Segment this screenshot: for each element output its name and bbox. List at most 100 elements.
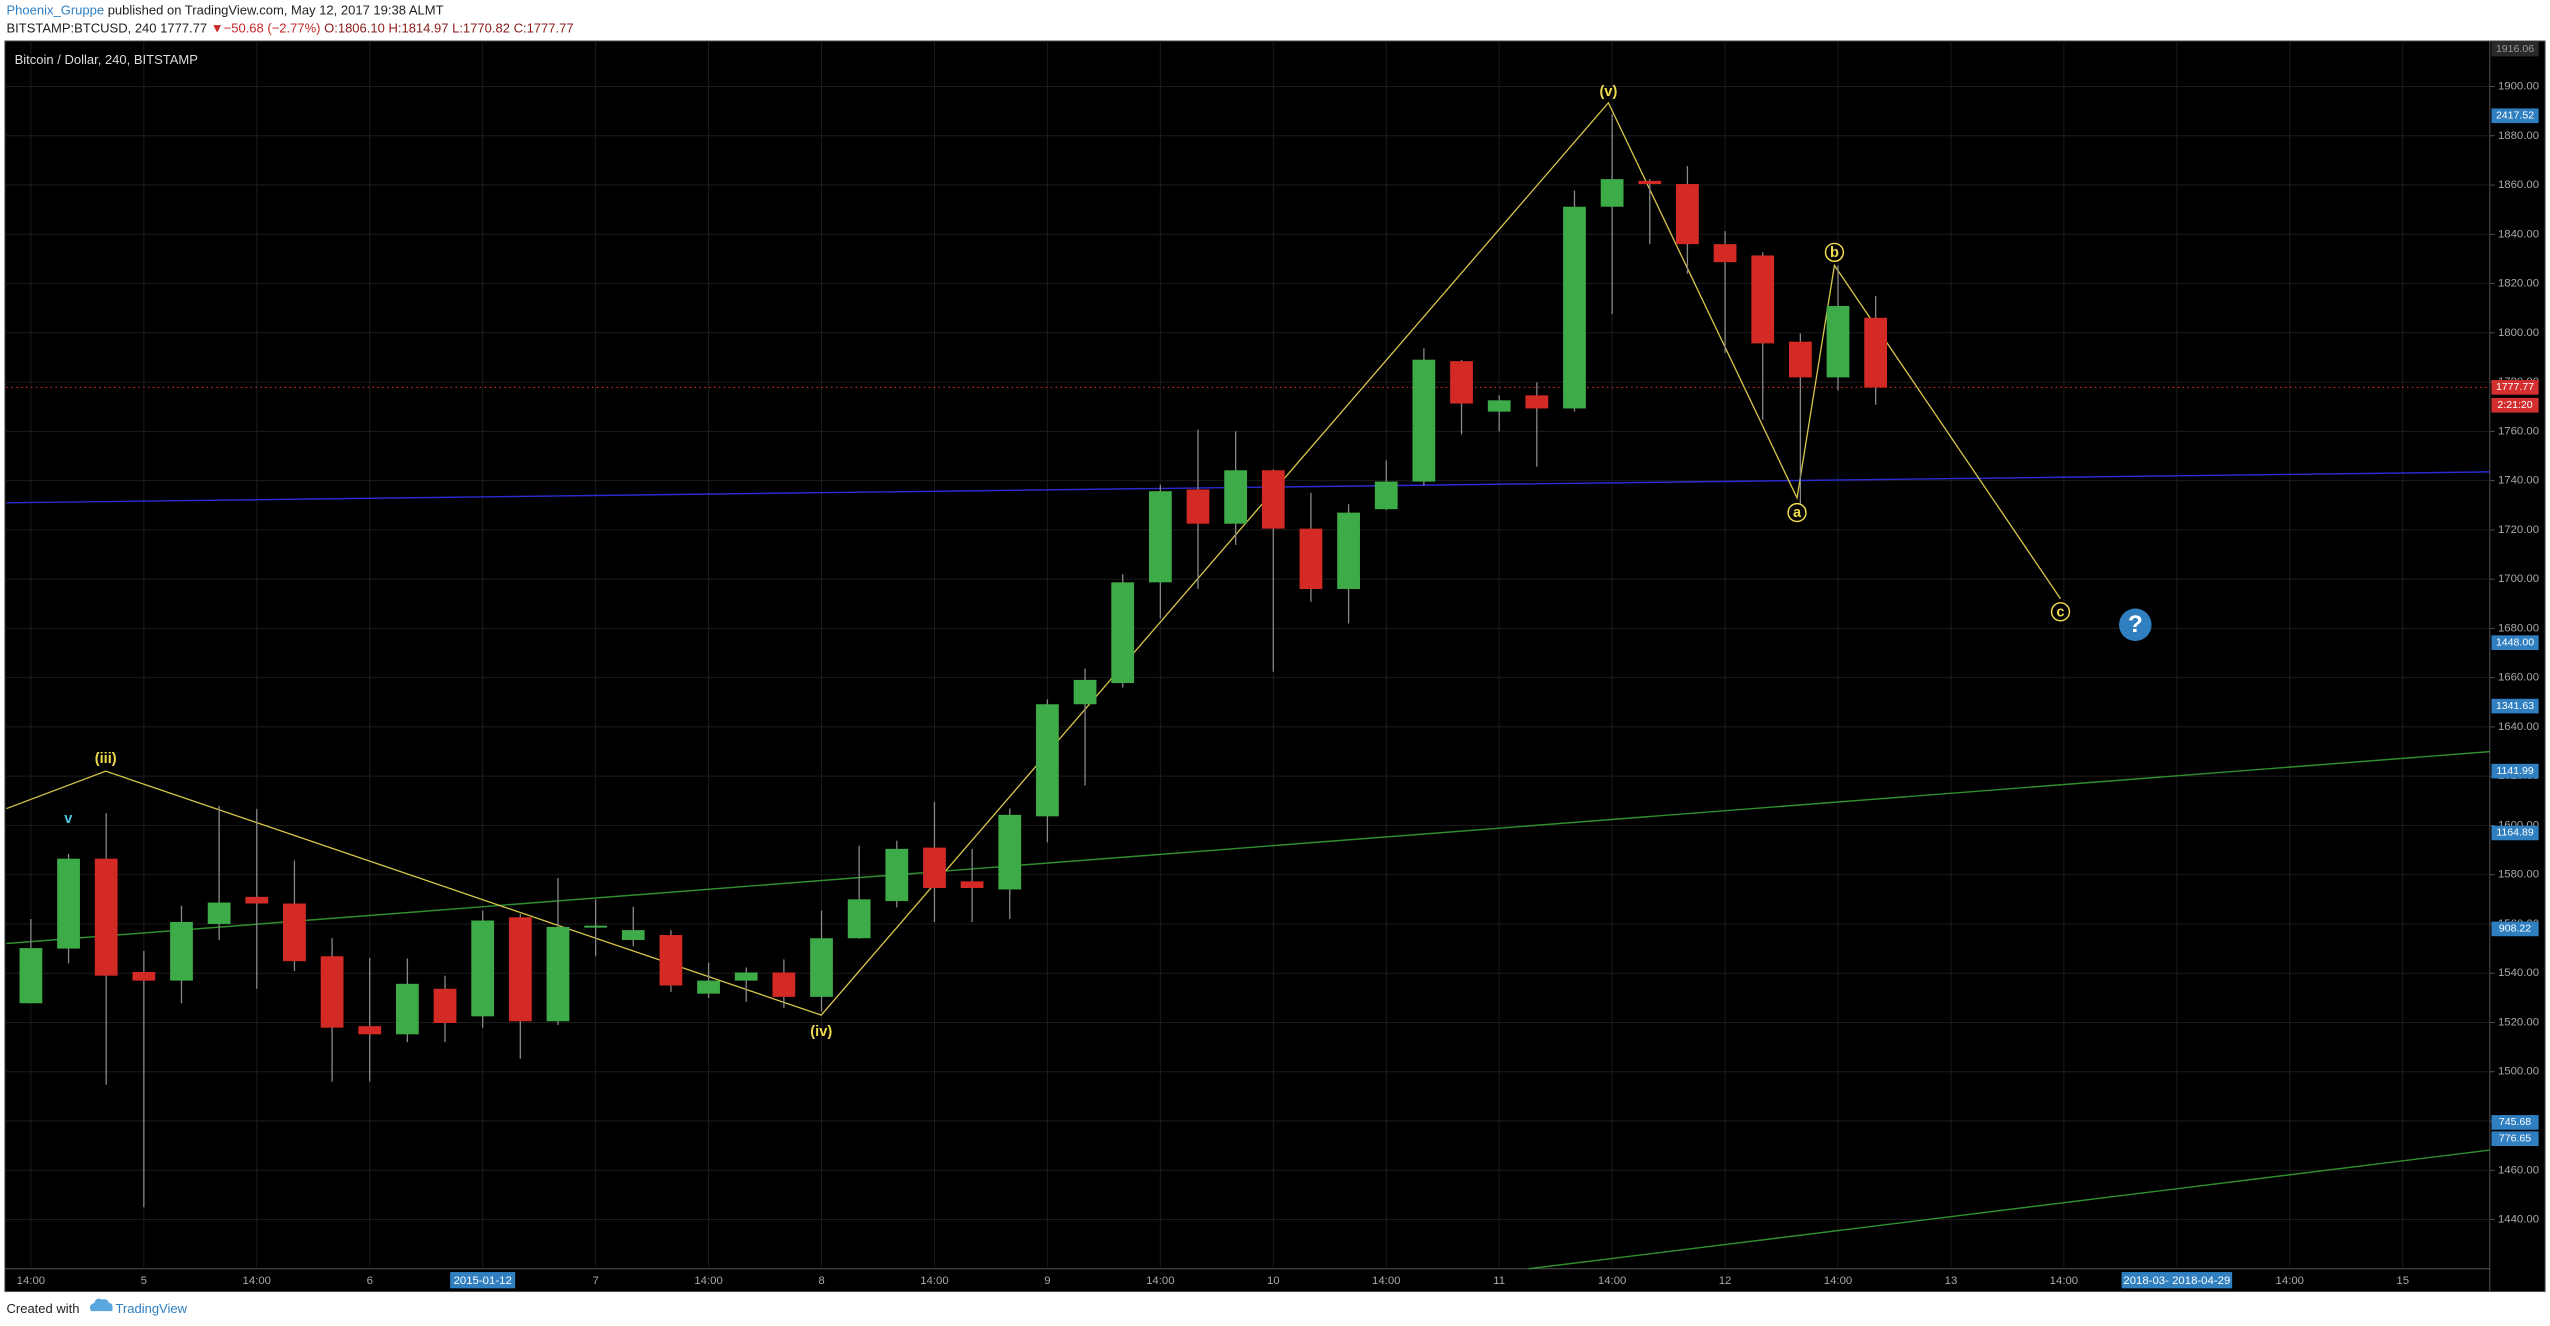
footer-created: Created with — [7, 1301, 80, 1316]
y-tick-label: 1880.00 — [2498, 130, 2539, 142]
x-tick-label: 9 — [1044, 1275, 1050, 1287]
x-tick-label: 14:00 — [920, 1275, 948, 1287]
candle-body — [772, 972, 796, 997]
price-badge — [2491, 635, 2539, 650]
candle-body — [697, 980, 720, 994]
price-badge-label: 1164.89 — [2496, 827, 2534, 839]
candle-body — [621, 930, 645, 940]
ohlc: H:1814.97 — [388, 21, 448, 36]
x-tick-highlight — [2121, 1272, 2233, 1289]
price-badge-label: 1916.06 — [2496, 43, 2534, 55]
candle-body — [1148, 491, 1172, 583]
candle-body — [1525, 395, 1549, 409]
candle-body — [847, 899, 871, 939]
price-badge — [2491, 825, 2539, 841]
y-tick-label: 1440.00 — [2498, 1214, 2539, 1226]
footer-brand[interactable]: TradingView — [115, 1301, 187, 1316]
symbol-line: BITSTAMP:BTCUSD, 240 1777.77 ▼−50.68 (−2… — [7, 21, 574, 36]
candle-body — [584, 925, 608, 928]
x-tick-label: 14:00 — [694, 1275, 722, 1287]
candle-body — [207, 902, 231, 924]
trend-line — [6, 471, 2490, 504]
wave-label: c — [2056, 604, 2064, 620]
change-arrow: ▼ — [211, 21, 224, 36]
x-tick-label: 14:00 — [1146, 1275, 1174, 1287]
x-tick-label: 14:00 — [2276, 1275, 2304, 1287]
price-badge-label: 1341.63 — [2496, 700, 2534, 712]
y-tick-label: 1660.00 — [2498, 672, 2539, 684]
ohlc: L:1770.82 — [452, 21, 510, 36]
x-tick-label: 7 — [592, 1275, 598, 1287]
x-tick-label: 11 — [1493, 1275, 1505, 1287]
price-badge-label: 745.68 — [2499, 1116, 2531, 1128]
candles — [19, 114, 1888, 1208]
price-badge-label: 908.22 — [2499, 923, 2531, 935]
price-badge — [2491, 397, 2539, 413]
candle-body — [960, 881, 984, 888]
x-tick-label: 6 — [367, 1275, 373, 1287]
tradingview-logo — [89, 1298, 113, 1312]
grid — [4, 40, 2490, 1269]
candle-body — [1676, 184, 1699, 245]
candle-body — [245, 896, 269, 904]
published: published on TradingView.com, May 12, 20… — [108, 3, 444, 18]
candle-body — [810, 938, 833, 997]
x-tick-highlight — [450, 1272, 516, 1289]
candle-body — [1299, 528, 1323, 589]
wave-circle — [1824, 242, 1845, 263]
price-badge-label: 776.65 — [2499, 1132, 2531, 1144]
candle-body — [94, 858, 118, 976]
x-tick-label: 12 — [1719, 1275, 1732, 1287]
wave-label: (iv) — [810, 1024, 832, 1040]
x-tick-label: 14:00 — [243, 1275, 271, 1287]
candle-body — [508, 917, 532, 1022]
x-tick-label: 10 — [1267, 1275, 1280, 1287]
candle-body — [734, 972, 758, 981]
candle-body — [659, 935, 683, 986]
candle-body — [1111, 582, 1135, 684]
y-tick-label: 1800.00 — [2498, 327, 2539, 339]
price-badge-label: 1141.99 — [2496, 765, 2534, 777]
y-tick-label: 1680.00 — [2498, 622, 2539, 634]
candle-body — [1261, 470, 1285, 529]
candle-body — [1751, 255, 1775, 344]
price-badge — [2491, 380, 2539, 395]
x-tick-label: 14:00 — [2050, 1275, 2078, 1287]
candle-body — [1563, 206, 1586, 409]
price-badge — [2491, 108, 2539, 124]
ohlc: O:1806.10 — [324, 21, 385, 36]
x-tick-label: 13 — [1945, 1275, 1958, 1287]
x-tick-label: 8 — [818, 1275, 824, 1287]
y-tick-label: 1760.00 — [2498, 425, 2539, 437]
price-badge-label: 1448.00 — [2496, 636, 2534, 648]
symbol: BITSTAMP:BTCUSD, 240 — [7, 21, 157, 36]
candle-body — [283, 903, 306, 962]
price-badge — [2491, 921, 2539, 937]
x-tick-label: 15 — [2396, 1275, 2409, 1287]
candle-body — [546, 926, 570, 1022]
y-tick-label: 1640.00 — [2498, 721, 2539, 733]
candle-body — [1638, 180, 1662, 185]
wave-label: a — [1793, 505, 1802, 521]
change: −50.68 (−2.77%) — [224, 21, 321, 36]
candle-body — [19, 948, 43, 1004]
y-tick-label: 1700.00 — [2498, 573, 2539, 585]
wave-circle — [1787, 502, 1807, 523]
candle-body — [1337, 512, 1360, 589]
candle-body — [1186, 489, 1210, 524]
trend-line — [6, 750, 2490, 945]
y-tick-label: 1720.00 — [2498, 524, 2539, 536]
candle-body — [885, 848, 909, 902]
candle-body — [395, 983, 419, 1035]
author[interactable]: Phoenix_Gruppe — [7, 3, 105, 18]
header-line: Phoenix_Gruppe published on TradingView.… — [7, 3, 444, 18]
candle-body — [1826, 305, 1850, 378]
y-tick-label: 1900.00 — [2498, 81, 2539, 93]
candle-body — [132, 971, 156, 981]
price-badge-label: 1777.77 — [2496, 381, 2534, 393]
y-tick-label: 1540.00 — [2498, 967, 2539, 979]
y-tick-label: 1740.00 — [2498, 475, 2539, 487]
candle-body — [471, 920, 495, 1017]
candle-body — [358, 1026, 382, 1035]
